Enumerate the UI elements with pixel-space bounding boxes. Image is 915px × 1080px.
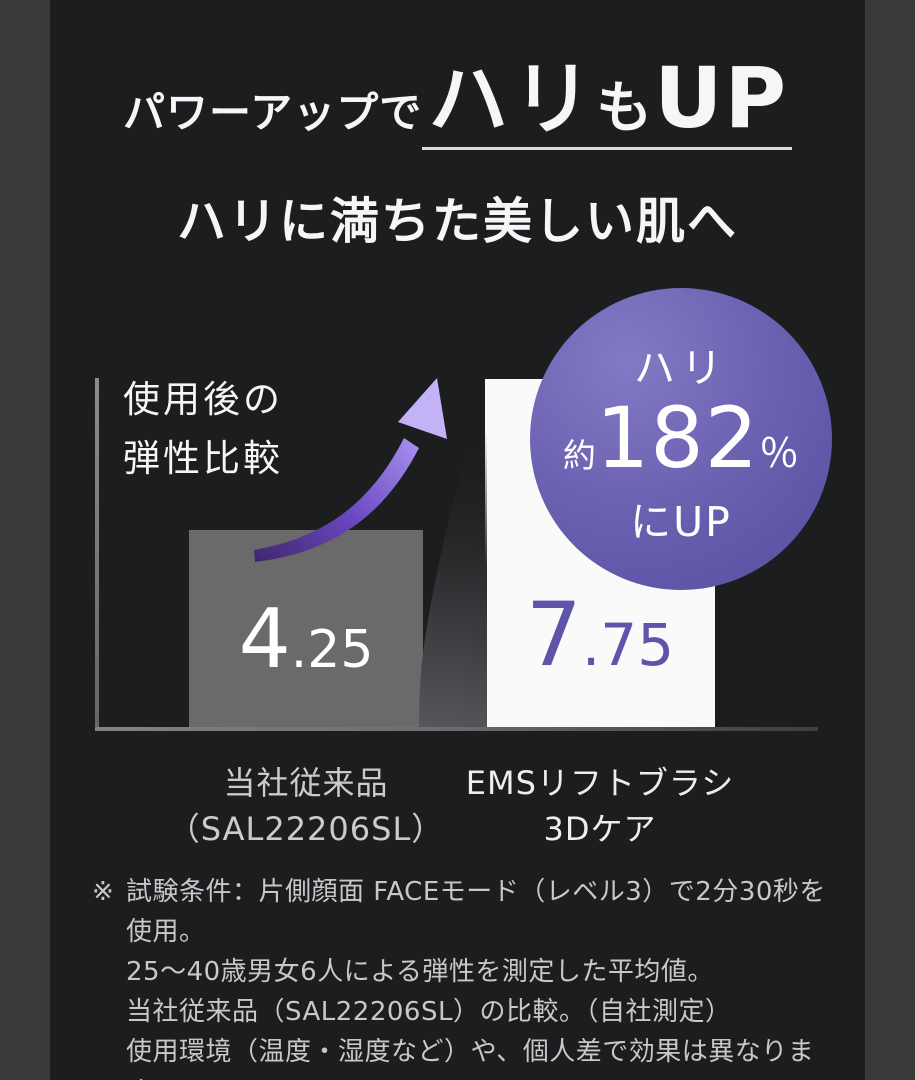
footnote-line-3: 当社従来品（SAL22206SL）の比較。（自社測定） [126,997,732,1027]
chart-caption-line1: 使用後の [123,378,283,421]
y-axis-line [95,378,99,731]
percent-up-badge: ハリ 約182％ にUP [530,288,832,590]
badge-line1: ハリ [634,344,728,392]
bar-value-previous-int: 4 [238,592,291,687]
footnote-marker: ※ [92,877,115,907]
title-emphasis-underlined: ハリもUP [422,53,793,150]
bar-label-previous-line2: （SAL22206SL） [167,810,445,848]
title-emphasis-small: も [596,76,655,141]
bar-value-new-int: 7 [525,583,582,686]
footnote-line-2: 25〜40歳男女6人による弾性を測定した平均値。 [126,957,714,987]
growth-arrow-icon [254,378,447,562]
badge-percent-row: 約182％ [530,396,832,480]
subtitle: ハリに満ちた美しい肌へ [176,193,738,250]
footnotes: ※ 試験条件：片側顔面 FACEモード（レベル3）で2分30秒を使用。 25〜4… [92,872,832,1080]
bar-previous-model [189,530,423,727]
bar-label-new-line2: 3Dケア [543,810,657,848]
chart-caption-line2: 弾性比較 [123,437,283,480]
bar-label-previous-line1: 当社従来品 [223,764,389,802]
title-emphasis-main: ハリ [428,53,597,146]
footnote-line-1-text: 試験条件：片側顔面 FACEモード（レベル3）で2分30秒を使用。 [126,877,826,947]
bar-value-new: 7.75 [485,591,715,679]
page-title: パワーアップでハリもUP [50,56,865,150]
badge-line3: にUP [630,498,732,546]
title-emphasis-latin: UP [654,49,789,147]
footnote-line-4: 使用環境（温度・湿度など）や、個人差で効果は異なります。 [126,1037,815,1080]
badge-percent-sign: ％ [759,431,800,477]
bar-value-previous-frac: .25 [290,620,374,680]
title-prefix: パワーアップで [122,88,423,137]
bar-label-new: EMSリフトブラシ 3Dケア [435,760,765,852]
bar-value-new-frac: .75 [581,611,675,679]
chart-caption: 使用後の 弾性比較 [123,370,283,488]
bar-label-previous: 当社従来品 （SAL22206SL） [139,760,473,852]
x-axis-line [95,727,818,731]
badge-approx: 約 [562,436,596,475]
bar-value-previous: 4.25 [189,599,423,681]
bar-shadow [419,379,487,727]
badge-value: 182 [595,389,760,487]
bar-label-new-line1: EMSリフトブラシ [465,764,735,802]
footnote-line-1: ※ 試験条件：片側顔面 FACEモード（レベル3）で2分30秒を使用。 [92,872,832,952]
